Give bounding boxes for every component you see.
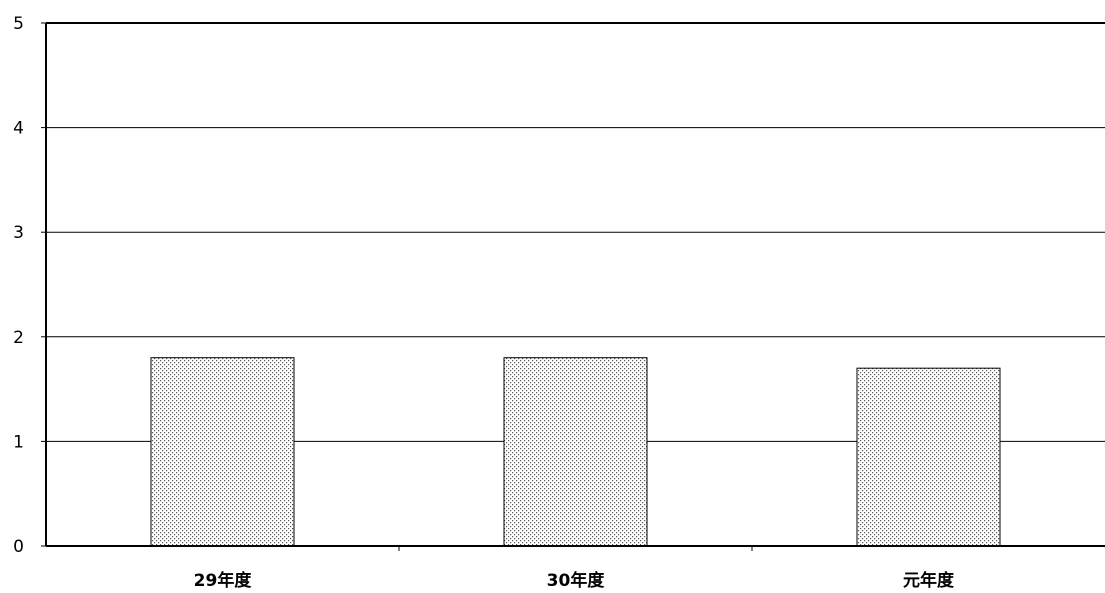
y-tick-label: 0 [13,537,24,557]
x-tick-labels: 29年度 30年度 元年度 [194,570,955,591]
x-tick-label: 30年度 [547,570,606,591]
x-tick-label: 29年度 [194,570,253,591]
x-tick-label: 元年度 [903,570,955,591]
y-tick-label: 2 [13,328,24,348]
y-tick-label: 4 [13,119,24,139]
bar-0 [150,357,295,547]
bar-1 [503,357,648,547]
y-tick-labels: 0 1 2 3 4 5 [13,14,24,557]
y-tick-label: 1 [13,432,24,452]
axes [41,22,1105,551]
y-tick-label: 3 [13,223,24,243]
bars [150,357,1001,547]
y-tick-label: 5 [13,14,24,34]
bar-2 [856,367,1001,547]
